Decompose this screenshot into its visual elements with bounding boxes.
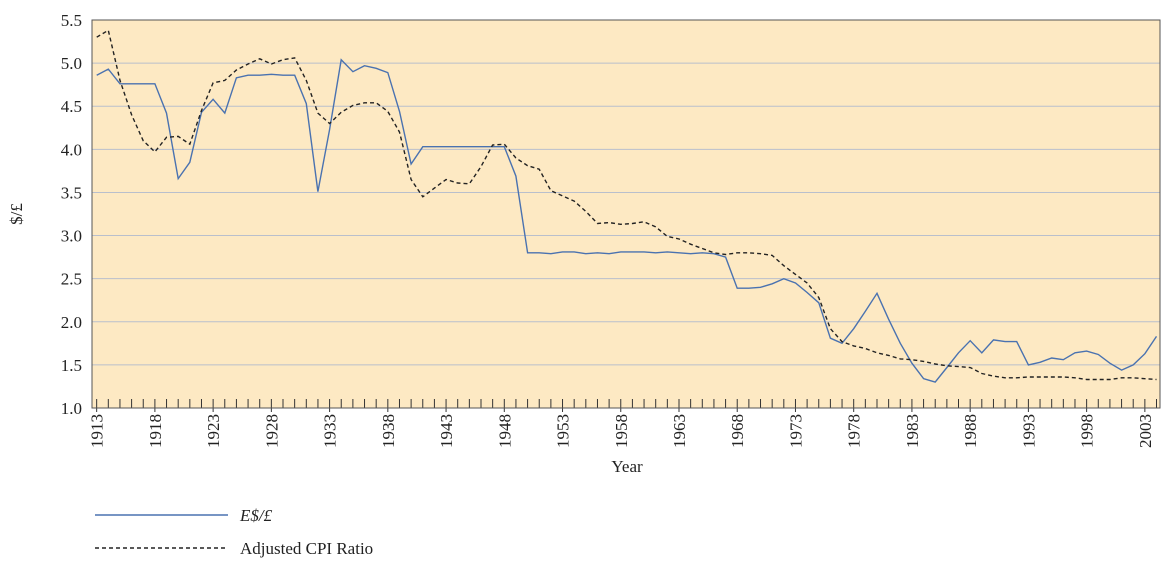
- x-tick-label: 1948: [495, 414, 514, 448]
- x-tick-label: 1958: [612, 414, 631, 448]
- data-line: [96, 29, 1157, 381]
- x-tick-label: 2003: [1136, 414, 1155, 448]
- x-tick-label: 1978: [845, 414, 864, 448]
- x-tick-label: 1933: [321, 414, 340, 448]
- x-tick-label: 1973: [786, 414, 805, 448]
- y-tick-label: 4.5: [61, 97, 82, 116]
- y-axis-label: $/£: [7, 203, 26, 225]
- x-tick-label: 1953: [554, 414, 573, 448]
- y-tick-label: 3.0: [61, 227, 82, 246]
- legend-label: Adjusted CPI Ratio: [240, 539, 373, 558]
- x-tick-label: 1928: [262, 414, 281, 448]
- y-tick-label: 4.0: [61, 140, 82, 159]
- x-tick-label: 1938: [379, 414, 398, 448]
- x-tick-label: 1913: [88, 414, 107, 448]
- x-tick-label: 1988: [961, 414, 980, 448]
- x-tick-label: 1943: [437, 414, 456, 448]
- y-tick-label: 2.0: [61, 313, 82, 332]
- data-line: [96, 58, 1158, 383]
- x-tick-label: 1923: [204, 414, 223, 448]
- x-tick-label: 1993: [1019, 414, 1038, 448]
- y-tick-label: 5.5: [61, 11, 82, 30]
- plot-frame: [91, 19, 1161, 409]
- y-tick-label: 5.0: [61, 54, 82, 73]
- y-tick-label: 1.0: [61, 399, 82, 418]
- y-tick-label: 1.5: [61, 356, 82, 375]
- x-tick-label: 1983: [903, 414, 922, 448]
- x-tick-label: 1998: [1078, 414, 1097, 448]
- y-tick-label: 3.5: [61, 183, 82, 202]
- legend-label: E$/£: [239, 506, 273, 525]
- x-tick-label: 1918: [146, 414, 165, 448]
- y-tick-label: 2.5: [61, 270, 82, 289]
- x-tick-label: 1963: [670, 414, 689, 448]
- plot-background: [92, 20, 1160, 408]
- x-tick-label: 1968: [728, 414, 747, 448]
- x-axis-label: Year: [611, 457, 643, 476]
